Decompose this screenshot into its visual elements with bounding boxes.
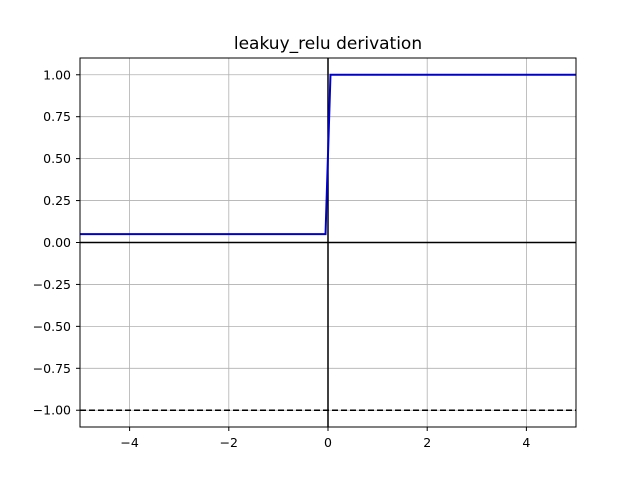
y-axis-ticks: −1.00 −0.75 −0.50 −0.25 0.00 0.25 0.50 0.75 1.00 xyxy=(33,67,80,418)
y-tick-label: −0.25 xyxy=(33,277,71,292)
x-tick-label: −4 xyxy=(120,435,138,450)
series-line-0 xyxy=(80,73,576,236)
y-tick-label: −1.00 xyxy=(33,403,71,418)
y-tick-label: 0.25 xyxy=(43,193,71,208)
y-tick-label: 1.00 xyxy=(43,67,71,82)
y-tick-label: 0.50 xyxy=(43,151,71,166)
y-tick-label: −0.75 xyxy=(33,361,71,376)
chart-title: leakuy_relu derivation xyxy=(234,34,422,54)
series-layer xyxy=(80,73,576,236)
x-tick-label: 4 xyxy=(522,435,530,450)
reference-lines xyxy=(80,58,576,427)
x-tick-label: 2 xyxy=(423,435,431,450)
y-tick-label: 0.00 xyxy=(43,235,71,250)
x-tick-label: −2 xyxy=(220,435,238,450)
y-tick-label: 0.75 xyxy=(43,109,71,124)
y-tick-label: −0.50 xyxy=(33,319,71,334)
x-tick-label: 0 xyxy=(324,435,332,450)
x-axis-ticks: −4 −2 0 2 4 xyxy=(120,427,530,450)
